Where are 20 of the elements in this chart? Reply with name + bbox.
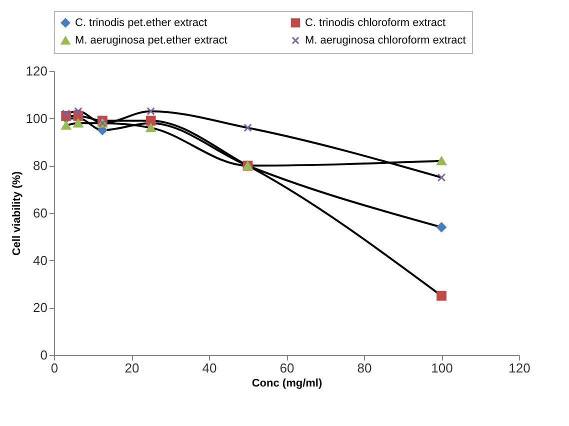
x-tick-label: 40 — [202, 360, 217, 376]
y-tick-label: 80 — [33, 158, 48, 174]
y-tick-label: 0 — [40, 348, 48, 362]
x-tick-label: 0 — [50, 360, 58, 376]
legend-label: M. aeruginosa pet.ether extract — [75, 34, 228, 46]
legend-label: C. trinodis chloroform extract — [305, 16, 446, 29]
legend-label: M. aeruginosa chloroform extract — [305, 34, 466, 46]
legend-label: C. trinodis pet.ether extract — [75, 16, 208, 29]
y-tick-label: 120 — [26, 64, 48, 78]
x-axis-title: Conc (mg/ml) — [252, 378, 322, 390]
x-tick-label: 20 — [124, 360, 140, 376]
y-tick-label: 20 — [33, 300, 48, 316]
x-tick-label: 60 — [280, 360, 294, 376]
x-tick-label: 80 — [357, 360, 372, 376]
y-tick-label: 100 — [26, 110, 48, 126]
y-tick-label: 40 — [33, 252, 48, 268]
y-axis-title: Cell viability (%) — [10, 170, 23, 256]
x-tick-label: 120 — [508, 360, 530, 376]
y-tick-label: 60 — [33, 206, 48, 220]
x-tick-label: 100 — [431, 360, 453, 376]
